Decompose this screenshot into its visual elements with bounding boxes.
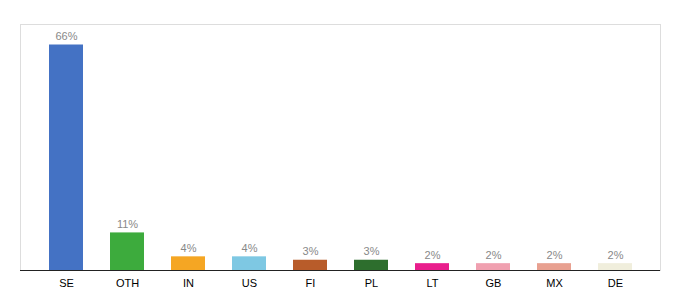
svg-text:2%: 2% <box>425 249 441 261</box>
svg-text:3%: 3% <box>303 245 319 257</box>
svg-text:LT: LT <box>426 277 438 289</box>
svg-text:PL: PL <box>365 277 378 289</box>
svg-text:4%: 4% <box>242 242 258 254</box>
svg-text:2%: 2% <box>486 249 502 261</box>
svg-text:IN: IN <box>183 277 194 289</box>
svg-text:2%: 2% <box>547 249 563 261</box>
svg-text:3%: 3% <box>364 245 380 257</box>
svg-text:4%: 4% <box>181 242 197 254</box>
svg-text:MX: MX <box>546 277 563 289</box>
svg-text:OTH: OTH <box>116 277 139 289</box>
svg-text:FI: FI <box>306 277 316 289</box>
svg-text:SE: SE <box>59 277 74 289</box>
svg-text:2%: 2% <box>608 249 624 261</box>
svg-text:GB: GB <box>486 277 502 289</box>
svg-text:US: US <box>242 277 257 289</box>
svg-text:66%: 66% <box>55 30 77 42</box>
svg-text:11%: 11% <box>117 218 138 230</box>
svg-text:DE: DE <box>608 277 623 289</box>
